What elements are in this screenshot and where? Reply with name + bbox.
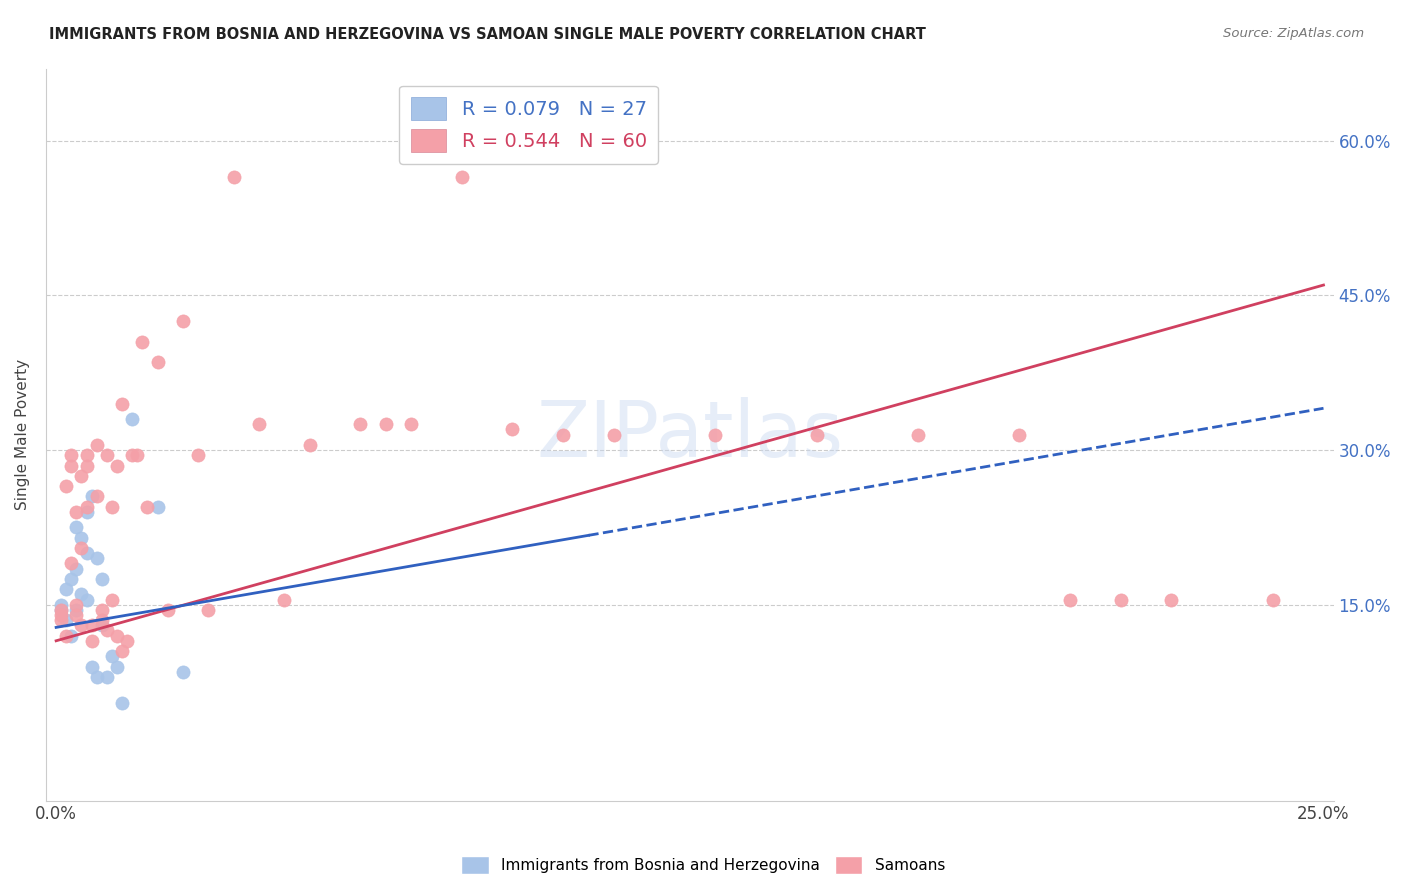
Point	[374, 417, 396, 432]
Point	[146, 500, 169, 514]
Y-axis label: Single Male Poverty: Single Male Poverty	[15, 359, 30, 510]
Point	[121, 448, 143, 462]
Point	[1261, 592, 1284, 607]
Point	[76, 546, 98, 560]
Point	[65, 561, 87, 575]
Point	[80, 633, 103, 648]
Point	[51, 603, 73, 617]
Point	[172, 314, 194, 328]
Point	[1109, 592, 1132, 607]
Point	[76, 505, 98, 519]
Point	[90, 572, 112, 586]
Legend: R = 0.079   N = 27, R = 0.544   N = 60: R = 0.079 N = 27, R = 0.544 N = 60	[399, 86, 658, 163]
Point	[55, 479, 77, 493]
Point	[907, 427, 929, 442]
Point	[1059, 592, 1081, 607]
Point	[60, 458, 83, 473]
Point	[1008, 427, 1031, 442]
Point	[70, 618, 93, 632]
Point	[247, 417, 270, 432]
Point	[51, 598, 73, 612]
Point	[76, 592, 98, 607]
Point	[60, 629, 83, 643]
Point	[70, 541, 93, 555]
Point	[51, 603, 73, 617]
Point	[65, 607, 87, 622]
Point	[96, 670, 118, 684]
Point	[86, 438, 108, 452]
Point	[51, 607, 73, 622]
Point	[187, 448, 209, 462]
Point	[501, 422, 523, 436]
Point	[273, 592, 295, 607]
Point	[80, 659, 103, 673]
Point	[131, 334, 153, 349]
Point	[76, 500, 98, 514]
Text: IMMIGRANTS FROM BOSNIA AND HERZEGOVINA VS SAMOAN SINGLE MALE POVERTY CORRELATION: IMMIGRANTS FROM BOSNIA AND HERZEGOVINA V…	[49, 27, 927, 42]
Point	[76, 458, 98, 473]
Point	[65, 520, 87, 534]
Point	[65, 598, 87, 612]
Point	[80, 618, 103, 632]
Text: ZIPatlas: ZIPatlas	[536, 397, 844, 473]
Point	[55, 582, 77, 597]
Point	[111, 696, 134, 710]
Point	[60, 448, 83, 462]
Point	[101, 592, 124, 607]
Point	[197, 603, 219, 617]
Point	[76, 448, 98, 462]
Point	[51, 613, 73, 627]
Point	[105, 629, 128, 643]
Point	[90, 613, 112, 627]
Point	[80, 490, 103, 504]
Point	[105, 659, 128, 673]
Point	[70, 587, 93, 601]
Point	[156, 603, 179, 617]
Point	[105, 458, 128, 473]
Point	[90, 603, 112, 617]
Point	[55, 629, 77, 643]
Point	[86, 551, 108, 566]
Point	[90, 618, 112, 632]
Point	[55, 613, 77, 627]
Point	[96, 624, 118, 638]
Text: Source: ZipAtlas.com: Source: ZipAtlas.com	[1223, 27, 1364, 40]
Point	[704, 427, 727, 442]
Point	[70, 468, 93, 483]
Point	[551, 427, 574, 442]
Point	[298, 438, 321, 452]
Point	[450, 169, 472, 184]
Point	[806, 427, 828, 442]
Point	[115, 633, 138, 648]
Point	[96, 448, 118, 462]
Point	[111, 397, 134, 411]
Point	[172, 665, 194, 679]
Point	[60, 557, 83, 571]
Point	[127, 448, 149, 462]
Point	[86, 490, 108, 504]
Point	[70, 531, 93, 545]
Point	[121, 412, 143, 426]
Point	[101, 649, 124, 664]
Point	[1160, 592, 1182, 607]
Legend: Immigrants from Bosnia and Herzegovina, Samoans: Immigrants from Bosnia and Herzegovina, …	[456, 850, 950, 880]
Point	[101, 500, 124, 514]
Point	[399, 417, 422, 432]
Point	[65, 603, 87, 617]
Point	[60, 572, 83, 586]
Point	[136, 500, 159, 514]
Point	[349, 417, 371, 432]
Point	[603, 427, 626, 442]
Point	[65, 505, 87, 519]
Point	[111, 644, 134, 658]
Point	[222, 169, 245, 184]
Point	[86, 670, 108, 684]
Point	[146, 355, 169, 369]
